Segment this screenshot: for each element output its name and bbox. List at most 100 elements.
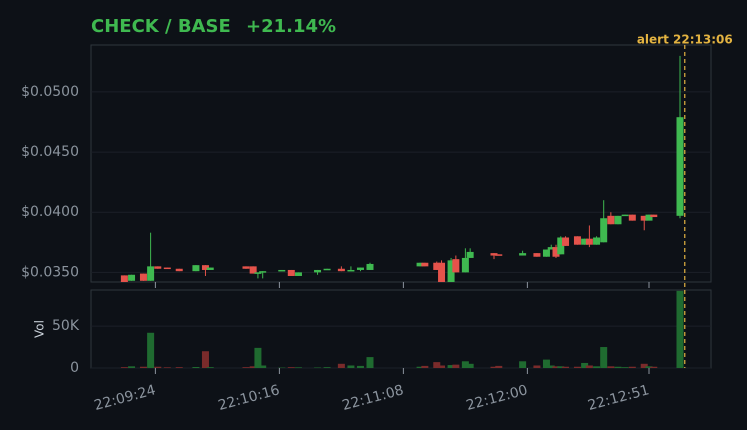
- candle-body: [466, 251, 474, 258]
- candle-body: [249, 266, 257, 274]
- volume-bar: [533, 365, 541, 368]
- volume-bar: [139, 366, 147, 368]
- candle-body: [163, 267, 171, 270]
- candle-body: [533, 253, 541, 257]
- volume-bar: [259, 365, 267, 368]
- volume-bar: [242, 367, 250, 368]
- volume-bar: [676, 290, 684, 368]
- candle-body: [562, 237, 570, 246]
- candle-body: [366, 263, 374, 270]
- volume-bar: [614, 366, 622, 368]
- volume-bar: [519, 361, 527, 368]
- volume-bar: [650, 366, 658, 368]
- candle-body: [557, 237, 565, 255]
- volume-bar: [294, 367, 302, 368]
- volume-bar: [573, 366, 581, 368]
- candle-body: [640, 215, 648, 221]
- volume-bar: [552, 366, 560, 368]
- candle-body: [645, 214, 653, 221]
- candle-body: [461, 257, 469, 273]
- candle-body: [192, 265, 200, 272]
- candle-body: [447, 260, 455, 282]
- volume-bar: [147, 332, 155, 368]
- candle-body: [600, 218, 608, 243]
- candle-body: [175, 268, 183, 272]
- candle-body: [614, 215, 622, 225]
- volume-bar: [347, 365, 355, 368]
- volume-bar: [547, 365, 555, 368]
- volume-bar: [645, 366, 653, 368]
- candle-body: [621, 214, 629, 217]
- volume-bar: [287, 367, 295, 368]
- candle-body: [347, 269, 355, 272]
- y-tick-label: 0: [70, 360, 79, 376]
- candle-body: [242, 266, 250, 269]
- volume-bar: [128, 366, 136, 368]
- chart-title: CHECK / BASE: [91, 16, 231, 37]
- volume-bar: [581, 362, 589, 368]
- candle-body: [416, 262, 424, 267]
- candle-body: [254, 272, 262, 274]
- volume-bar: [314, 367, 322, 368]
- volume-bar: [628, 366, 636, 368]
- candle-body: [650, 214, 658, 218]
- volume-bar: [466, 363, 474, 368]
- volume-bar: [356, 365, 364, 368]
- y-tick-label: $0.0500: [21, 84, 79, 100]
- candle-body: [676, 117, 684, 216]
- price-change: +21.14%: [246, 16, 336, 37]
- candle-body: [433, 262, 441, 270]
- candle-body: [585, 238, 593, 245]
- candle-body: [581, 238, 589, 245]
- candle-body: [259, 271, 267, 273]
- price-panel: [90, 44, 712, 283]
- candle-body: [128, 274, 136, 281]
- volume-bar: [421, 365, 429, 368]
- candle-body: [337, 268, 345, 272]
- candle-body: [278, 269, 286, 272]
- y-tick-label: $0.0450: [21, 144, 79, 160]
- candle-body: [573, 236, 581, 245]
- candle-body: [593, 237, 601, 245]
- volume-axis-label: Vol: [33, 320, 47, 338]
- volume-bar: [600, 347, 608, 368]
- candle-body: [421, 262, 429, 267]
- volume-bar: [562, 366, 570, 368]
- y-tick-label: 50K: [52, 318, 80, 334]
- candle-body: [452, 259, 460, 273]
- volume-bar: [175, 367, 183, 368]
- volume-bar: [154, 366, 162, 368]
- volume-bar: [585, 365, 593, 368]
- candle-body: [139, 273, 147, 281]
- volume-bar: [452, 364, 460, 368]
- candle-body: [201, 265, 209, 270]
- candle-body: [120, 275, 128, 282]
- candle-body: [294, 272, 302, 276]
- y-tick-label: $0.0350: [21, 264, 79, 280]
- candle-body: [495, 254, 503, 256]
- volume-bar: [201, 351, 209, 368]
- volume-bar: [490, 366, 498, 368]
- volume-bar: [621, 367, 629, 368]
- candle-body: [287, 269, 295, 276]
- volume-bar: [120, 367, 128, 368]
- volume-bar: [640, 363, 648, 368]
- volume-bar: [607, 366, 615, 368]
- volume-bar: [249, 366, 257, 368]
- candle-body: [438, 262, 446, 282]
- candle-body: [206, 267, 214, 270]
- alert-label: alert 22:13:06: [637, 33, 733, 47]
- candle-body: [607, 215, 615, 225]
- volume-bar: [163, 367, 171, 368]
- volume-bar: [416, 366, 424, 368]
- candle-body: [628, 214, 636, 221]
- candle-body: [323, 268, 331, 271]
- volume-bar: [254, 347, 262, 368]
- candle-body: [356, 267, 364, 270]
- candle-body: [490, 253, 498, 256]
- volume-bar: [438, 365, 446, 368]
- volume-bar: [337, 363, 345, 368]
- candle-body: [547, 247, 555, 250]
- volume-bar: [593, 366, 601, 368]
